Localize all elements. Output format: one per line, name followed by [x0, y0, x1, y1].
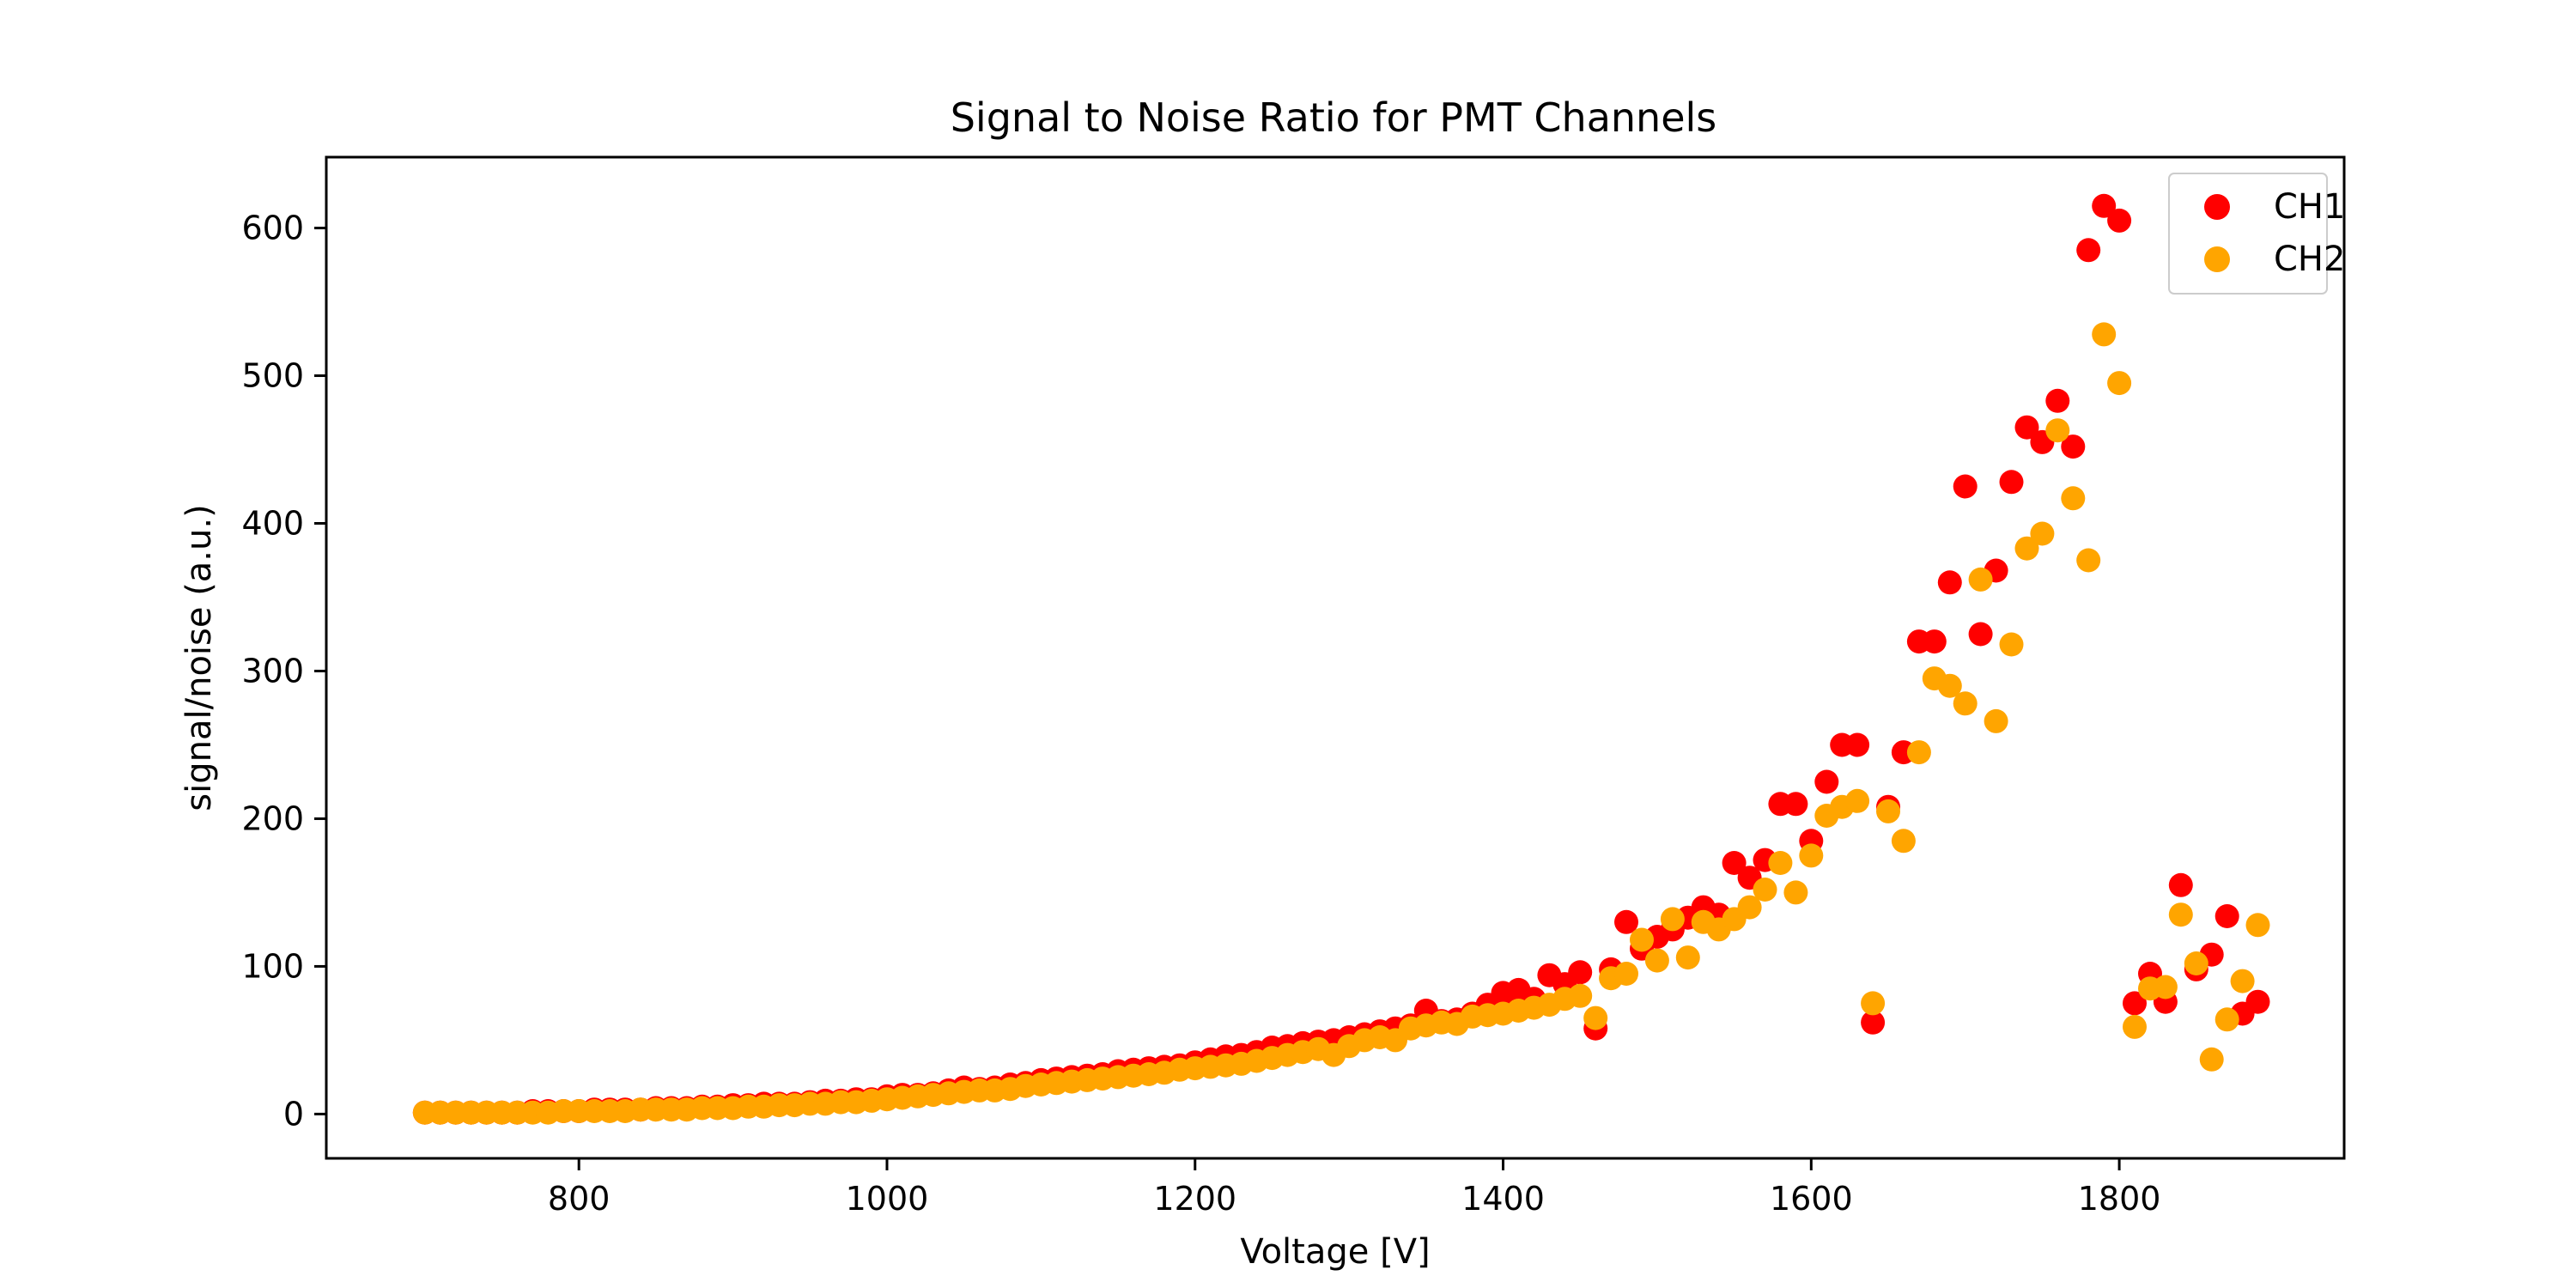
data-point-ch2: [1861, 991, 1886, 1016]
x-tick-label: 1000: [846, 1180, 929, 1218]
data-point-ch1: [1845, 732, 1870, 757]
data-point-ch1: [1722, 851, 1747, 875]
data-point-ch2: [2045, 418, 2070, 443]
data-point-ch2: [1583, 1005, 1608, 1030]
x-tick-label: 800: [548, 1180, 611, 1218]
data-point-ch1: [2123, 991, 2147, 1016]
data-point-ch1: [2168, 872, 2193, 897]
data-point-ch2: [2030, 521, 2055, 546]
data-point-ch2: [1644, 948, 1669, 973]
data-point-ch2: [2245, 913, 2270, 938]
data-point-ch2: [1675, 945, 1700, 970]
data-point-ch2: [2123, 1014, 2147, 1039]
legend-label-ch2: CH2: [2274, 240, 2345, 279]
data-point-ch1: [2076, 238, 2101, 263]
data-point-ch2: [1876, 799, 1900, 823]
data-point-ch1: [2061, 434, 2086, 459]
y-axis-label: signal/noise (a.u.): [179, 504, 219, 811]
plot-area-frame: [325, 155, 2346, 1160]
data-point-ch2: [2215, 1007, 2239, 1032]
data-point-ch2: [1753, 878, 1777, 902]
data-point-ch1: [2245, 989, 2270, 1014]
legend-marker-ch2: [2204, 246, 2230, 272]
data-point-ch2: [1768, 851, 1793, 875]
x-tick-label: 1800: [2078, 1180, 2161, 1218]
legend: CH1 CH2: [2168, 173, 2345, 295]
data-point-ch2: [2184, 951, 2208, 975]
data-point-ch1: [2045, 388, 2070, 413]
data-point-ch1: [1968, 622, 1993, 647]
y-tick-label: 100: [241, 947, 304, 985]
data-point-ch1: [1783, 792, 1808, 817]
data-point-ch2: [1614, 962, 1638, 986]
data-point-ch1: [2215, 904, 2239, 928]
data-point-ch2: [2168, 902, 2193, 927]
data-point-ch2: [2199, 1047, 2224, 1072]
data-point-ch1: [2107, 208, 2132, 233]
data-point-ch2: [1953, 691, 1978, 716]
y-tick-label: 600: [241, 210, 304, 247]
legend-marker-ch1: [2204, 194, 2230, 220]
data-point-ch2: [1845, 788, 1870, 813]
series-ch2: [412, 322, 2270, 1125]
x-tick-label: 1200: [1153, 1180, 1236, 1218]
data-point-ch2: [1799, 843, 1824, 868]
data-point-ch1: [1568, 960, 1593, 985]
data-point-ch2: [1737, 895, 1762, 920]
y-tick-label: 500: [241, 357, 304, 395]
data-point-ch2: [1783, 880, 1808, 905]
data-point-ch2: [2153, 975, 2178, 999]
data-point-ch2: [1891, 829, 1916, 854]
data-point-ch2: [2092, 322, 2117, 347]
y-tick-label: 200: [241, 799, 304, 837]
data-point-ch2: [1630, 927, 1654, 952]
data-point-ch2: [1906, 740, 1931, 765]
data-point-ch2: [1937, 673, 1962, 698]
data-point-ch2: [2230, 969, 2255, 993]
data-point-ch2: [2061, 486, 2086, 511]
data-point-ch1: [1999, 470, 2024, 495]
data-point-ch1: [1614, 909, 1638, 934]
data-point-ch1: [1861, 1010, 1886, 1035]
y-tick-label: 300: [241, 652, 304, 690]
data-points-layer: [412, 193, 2270, 1125]
data-point-ch2: [2107, 371, 2132, 396]
y-tick-label: 0: [283, 1095, 304, 1133]
data-point-ch2: [1660, 907, 1685, 932]
data-point-ch1: [1922, 629, 1947, 654]
data-point-ch2: [2076, 548, 2101, 573]
data-point-ch2: [1568, 983, 1593, 1008]
legend-label-ch1: CH1: [2274, 187, 2345, 227]
y-tick-label: 400: [241, 505, 304, 543]
x-tick-label: 1600: [1770, 1180, 1853, 1218]
chart-title: Signal to Noise Ratio for PMT Channels: [951, 94, 1717, 141]
data-point-ch1: [1937, 570, 1962, 595]
data-point-ch1: [1814, 769, 1839, 794]
data-point-ch2: [2014, 536, 2039, 561]
data-point-ch1: [1953, 474, 1978, 499]
axis-ticks: 800 1000 1200 1400 1600 1800 0 100 200 300 400 500 6…: [241, 210, 2160, 1218]
data-point-ch2: [1984, 708, 2008, 733]
data-point-ch2: [1968, 567, 1993, 592]
data-point-ch2: [1999, 632, 2024, 657]
x-axis-label: Voltage [V]: [1240, 1232, 1430, 1272]
data-point-ch1: [2014, 415, 2039, 440]
data-point-ch1: [2092, 193, 2117, 218]
x-tick-label: 1400: [1461, 1180, 1545, 1218]
